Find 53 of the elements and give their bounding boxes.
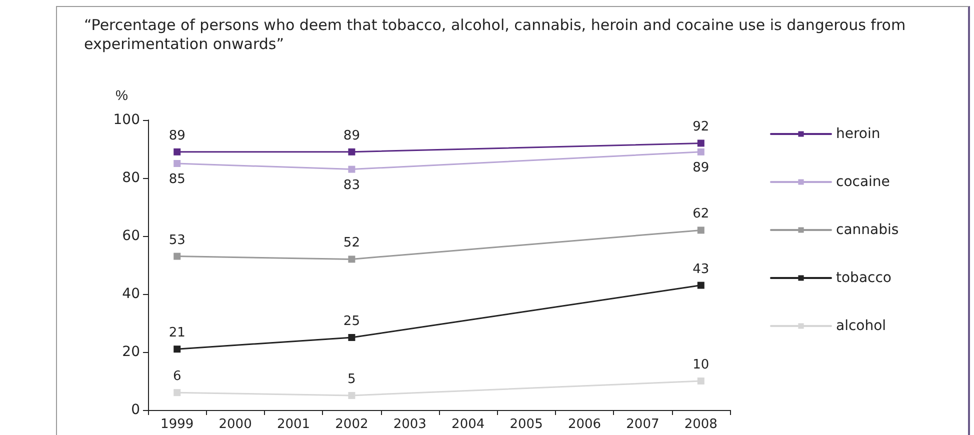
point	[697, 378, 704, 384]
data-label: 6	[172, 369, 182, 384]
legend-label: alcohol	[836, 318, 886, 334]
point	[697, 148, 704, 156]
y-axis-title: %	[116, 87, 128, 103]
x-tick-label: 2006	[568, 417, 602, 432]
chart-title: “Percentage of persons who deem that tobacco, alcohol, cannabis, heroin and cocaine use is dangerous from experimentation onwards”	[84, 16, 907, 54]
point	[348, 166, 356, 173]
point	[174, 160, 181, 167]
data-label: 83	[343, 178, 360, 193]
y-tick-label: 40	[122, 286, 140, 302]
data-label: 5	[348, 372, 356, 387]
legend-label: heroin	[836, 126, 880, 142]
data-label: 89	[692, 160, 710, 176]
point	[348, 334, 356, 341]
data-label: 85	[168, 172, 186, 187]
data-label: 43	[692, 262, 710, 277]
point	[174, 389, 181, 396]
legend-label: cannabis	[836, 222, 899, 238]
data-label: 89	[343, 128, 360, 144]
y-tick-label: 20	[122, 344, 140, 360]
data-label: 53	[168, 232, 186, 248]
point	[174, 148, 181, 156]
point	[697, 282, 704, 289]
data-label: 25	[343, 314, 360, 329]
y-tick-label: 100	[113, 112, 140, 128]
data-label: 52	[343, 236, 360, 251]
x-tick-label: 2008	[684, 417, 718, 432]
legend-label: cocaine	[836, 174, 890, 190]
x-tick-label: 2004	[452, 417, 485, 432]
point	[348, 256, 356, 263]
point	[348, 392, 356, 399]
point	[174, 252, 181, 260]
x-tick-label: 2007	[626, 417, 660, 432]
data-label: 10	[692, 358, 710, 372]
point	[697, 140, 704, 147]
data-label: 89	[168, 128, 186, 144]
x-tick-label: 2003	[393, 417, 426, 432]
y-tick-label: 0	[131, 402, 140, 418]
data-label: 21	[168, 326, 186, 341]
point	[697, 226, 704, 234]
x-tick-label: 2005	[510, 417, 543, 432]
legend-label: tobacco	[836, 270, 892, 286]
x-tick-label: 2002	[335, 417, 368, 432]
point	[174, 346, 181, 353]
data-label: 92	[692, 120, 710, 135]
point	[348, 148, 356, 156]
x-tick-label: 2001	[276, 417, 310, 432]
y-tick-label: 80	[122, 170, 140, 186]
y-tick-label: 60	[122, 228, 140, 244]
x-tick-label: 1999	[160, 417, 194, 432]
x-tick-label: 2000	[218, 417, 252, 432]
data-label: 62	[692, 206, 710, 222]
